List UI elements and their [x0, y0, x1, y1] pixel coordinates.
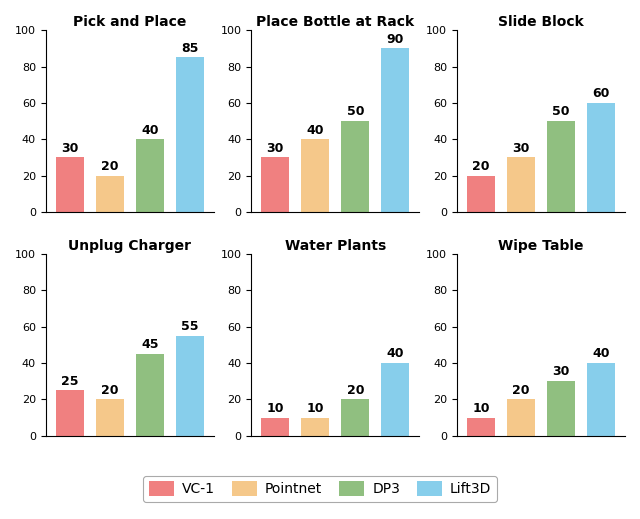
Title: Pick and Place: Pick and Place	[73, 15, 186, 29]
Title: Place Bottle at Rack: Place Bottle at Rack	[256, 15, 415, 29]
Text: 30: 30	[61, 142, 79, 155]
Bar	[136, 139, 164, 212]
Title: Slide Block: Slide Block	[498, 15, 584, 29]
Text: 20: 20	[101, 160, 118, 173]
Bar	[136, 354, 164, 436]
Text: 30: 30	[267, 142, 284, 155]
Bar	[176, 58, 204, 212]
Bar	[56, 390, 84, 436]
Bar	[261, 157, 289, 212]
Text: 60: 60	[592, 87, 610, 100]
Bar	[547, 121, 575, 212]
Bar	[341, 121, 369, 212]
Bar	[341, 399, 369, 436]
Bar	[467, 175, 495, 212]
Text: 40: 40	[141, 124, 159, 136]
Bar	[261, 418, 289, 436]
Bar	[176, 336, 204, 436]
Bar	[507, 157, 535, 212]
Bar	[96, 175, 124, 212]
Text: 10: 10	[307, 402, 324, 415]
Bar	[301, 418, 330, 436]
Text: 85: 85	[181, 42, 198, 54]
Text: 45: 45	[141, 338, 159, 351]
Text: 40: 40	[307, 124, 324, 136]
Bar	[467, 418, 495, 436]
Text: 20: 20	[101, 384, 118, 397]
Bar	[547, 381, 575, 436]
Bar	[587, 103, 615, 212]
Text: 30: 30	[552, 365, 570, 378]
Bar	[381, 363, 410, 436]
Text: 10: 10	[267, 402, 284, 415]
Bar	[301, 139, 330, 212]
Text: 50: 50	[552, 105, 570, 118]
Text: 55: 55	[181, 320, 198, 333]
Bar	[507, 399, 535, 436]
Bar	[381, 48, 410, 212]
Bar	[96, 399, 124, 436]
Text: 30: 30	[513, 142, 530, 155]
Text: 20: 20	[472, 160, 490, 173]
Text: 20: 20	[512, 384, 530, 397]
Text: 90: 90	[387, 33, 404, 46]
Text: 10: 10	[472, 402, 490, 415]
Text: 25: 25	[61, 375, 79, 388]
Title: Unplug Charger: Unplug Charger	[68, 239, 191, 253]
Bar	[56, 157, 84, 212]
Title: Wipe Table: Wipe Table	[499, 239, 584, 253]
Title: Water Plants: Water Plants	[285, 239, 386, 253]
Text: 50: 50	[347, 105, 364, 118]
Legend: VC-1, Pointnet, DP3, Lift3D: VC-1, Pointnet, DP3, Lift3D	[143, 476, 497, 502]
Text: 40: 40	[387, 347, 404, 360]
Text: 40: 40	[592, 347, 610, 360]
Bar	[587, 363, 615, 436]
Text: 20: 20	[347, 384, 364, 397]
